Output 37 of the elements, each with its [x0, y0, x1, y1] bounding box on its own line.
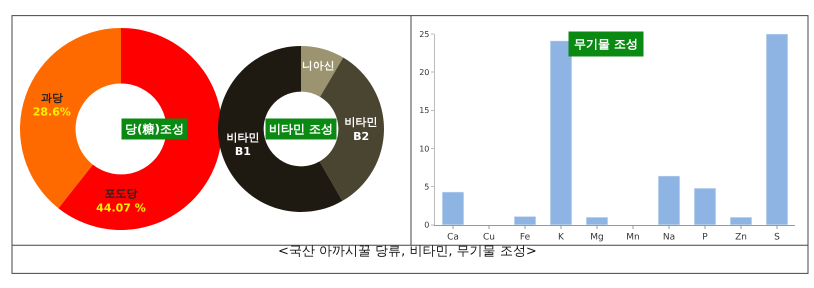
- y-tick-label: 15: [419, 106, 430, 116]
- slice-label: 포도당: [104, 187, 138, 200]
- text: 비타민 조성: [269, 122, 334, 136]
- bar: [730, 216, 752, 225]
- chart-title: 무기물 조성: [574, 37, 638, 51]
- x-tick-label: S: [774, 232, 780, 243]
- y-tick-label: 0: [424, 220, 430, 230]
- bar: [550, 40, 572, 225]
- slice-label: 과당: [40, 91, 63, 104]
- y-tick-label: 5: [424, 182, 430, 192]
- bar: [658, 176, 680, 225]
- x-tick-label: Zn: [735, 232, 747, 243]
- bar: [694, 188, 716, 225]
- bar: [586, 216, 608, 225]
- x-tick-label: Mn: [626, 232, 640, 243]
- slice-label: 비타민 B1: [226, 130, 260, 158]
- y-tick-label: 10: [419, 144, 430, 154]
- slice-label: 비타민 B2: [344, 116, 378, 143]
- y-tick-label: 20: [419, 68, 430, 77]
- x-tick-label: Cu: [483, 232, 495, 243]
- bar: [442, 192, 464, 225]
- data-label: 28.6%: [32, 106, 71, 119]
- bar: [766, 34, 788, 225]
- bar: [514, 216, 536, 225]
- slice-label: 니아신: [302, 59, 335, 72]
- x-tick-label: Na: [662, 232, 676, 243]
- x-tick-label: K: [558, 232, 566, 243]
- text: <국산 아까시꿀 당류, 비타민, 무기물 조성>: [278, 244, 537, 259]
- text: 당(糖)조성: [125, 122, 184, 136]
- donut-slice: [218, 46, 342, 212]
- donut-slice: [301, 46, 344, 97]
- x-tick-label: P: [702, 232, 708, 243]
- x-tick-label: Fe: [520, 232, 531, 243]
- x-tick-label: Mg: [590, 232, 604, 243]
- y-tick-label: 25: [419, 30, 430, 39]
- data-label: 44.07 %: [96, 201, 146, 214]
- x-tick-label: Ca: [447, 232, 459, 243]
